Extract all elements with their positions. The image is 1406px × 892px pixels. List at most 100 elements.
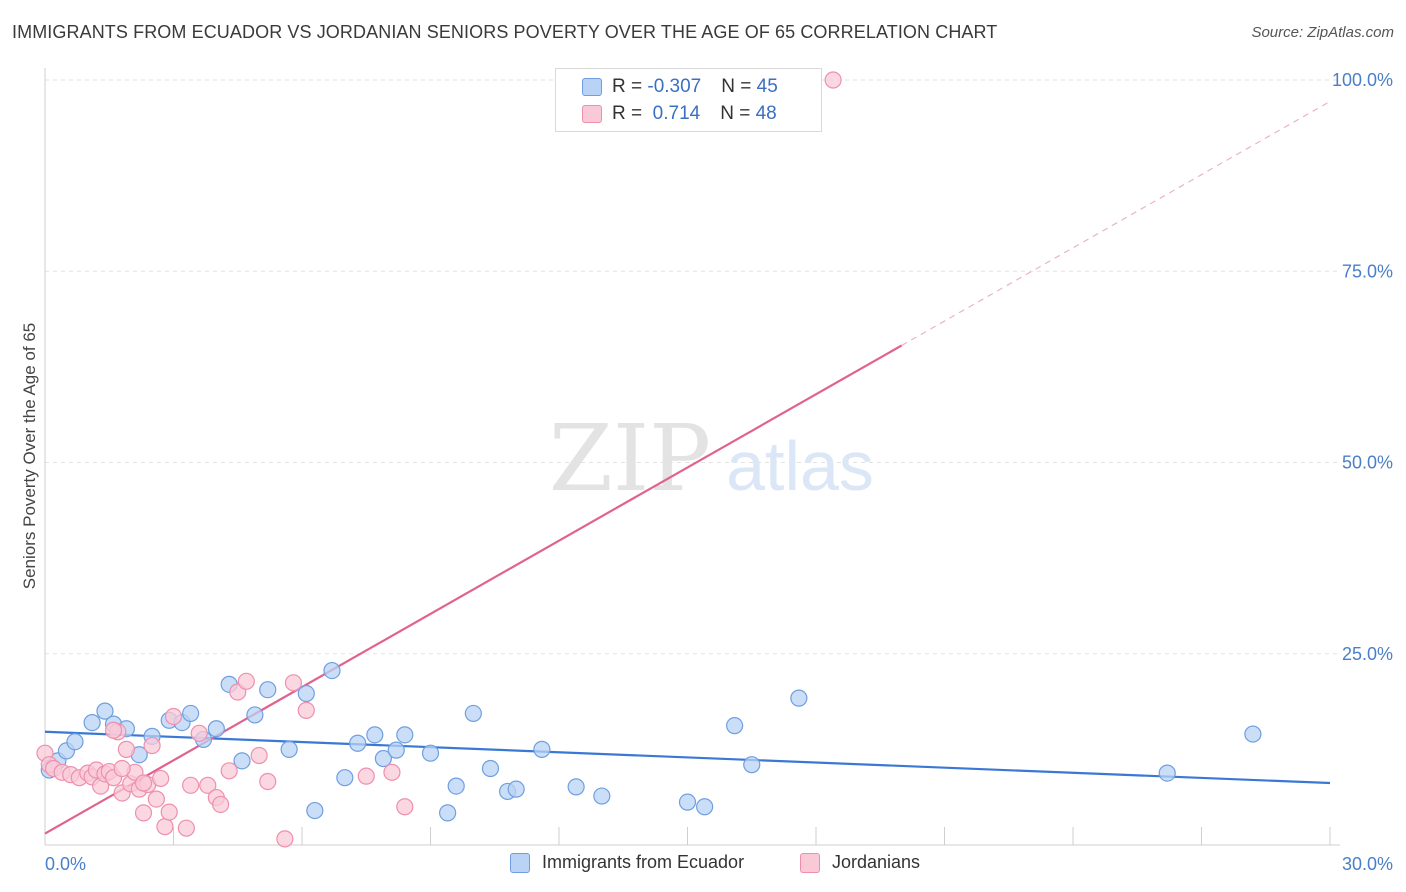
watermark: ZIP atlas bbox=[549, 405, 874, 512]
point-jordanians bbox=[164, 707, 183, 726]
r-label: R = bbox=[612, 76, 648, 97]
point-ecuador bbox=[259, 681, 277, 699]
point-jordanians bbox=[143, 736, 161, 755]
point-ecuador bbox=[96, 702, 114, 720]
watermark-atlas: atlas bbox=[726, 427, 874, 505]
point-ecuador bbox=[323, 661, 341, 680]
point-jordanians bbox=[276, 830, 294, 848]
point-ecuador bbox=[207, 720, 225, 738]
legend-item-jordanians[interactable]: Jordanians bbox=[800, 852, 920, 873]
point-jordanians bbox=[383, 763, 401, 781]
point-jordanians bbox=[237, 672, 255, 690]
point-jordanians bbox=[250, 746, 268, 765]
series-legend: Immigrants from Ecuador Jordanians bbox=[0, 852, 1406, 878]
point-ecuador bbox=[349, 734, 367, 752]
y-tick-label: 100.0% bbox=[1332, 70, 1393, 90]
point-ecuador bbox=[481, 759, 500, 778]
y-axis-title: Seniors Poverty Over the Age of 65 bbox=[20, 323, 39, 589]
point-ecuador bbox=[1158, 764, 1176, 782]
n-label: N = bbox=[721, 76, 757, 97]
x-tick-label: 0.0% bbox=[45, 854, 86, 874]
point-ecuador bbox=[366, 726, 384, 744]
legend-swatch-ecuador bbox=[510, 852, 530, 873]
point-ecuador bbox=[421, 744, 440, 762]
source-credit: Source: ZipAtlas.com bbox=[1251, 24, 1394, 41]
legend-row-jordanians: R = 0.714 N = 48 bbox=[582, 102, 777, 126]
point-jordanians bbox=[297, 701, 315, 719]
legend-label-ecuador: Immigrants from Ecuador bbox=[542, 852, 745, 872]
point-jordanians bbox=[190, 724, 208, 742]
point-jordanians bbox=[152, 769, 170, 788]
r-label: R = bbox=[612, 103, 648, 124]
legend-label-jordanians: Jordanians bbox=[832, 852, 921, 872]
point-jordanians bbox=[117, 740, 135, 758]
point-jordanians bbox=[396, 798, 414, 816]
point-jordanians bbox=[199, 776, 217, 794]
axes bbox=[44, 68, 1340, 846]
point-ecuador bbox=[233, 752, 251, 770]
point-ecuador bbox=[246, 706, 264, 724]
point-jordanians bbox=[156, 818, 174, 836]
point-ecuador bbox=[678, 793, 697, 811]
point-jordanians bbox=[212, 795, 230, 814]
point-jordanians bbox=[220, 762, 238, 780]
trend-line-jordanians bbox=[44, 344, 903, 835]
point-ecuador bbox=[726, 717, 744, 735]
point-ecuador bbox=[696, 798, 714, 816]
x-tick-label: 30.0% bbox=[1342, 854, 1393, 874]
point-ecuador bbox=[66, 733, 84, 751]
trend-lines bbox=[44, 100, 1331, 835]
legend-swatch-ecuador bbox=[582, 78, 602, 96]
point-ecuador bbox=[533, 740, 551, 758]
point-ecuador bbox=[743, 756, 761, 774]
watermark-zip: ZIP bbox=[549, 405, 711, 512]
point-ecuador bbox=[374, 749, 392, 768]
y-tick-label: 75.0% bbox=[1342, 261, 1393, 281]
point-jordanians bbox=[284, 674, 303, 692]
point-ecuador bbox=[447, 777, 465, 795]
tick-labels: 25.0% 50.0% 75.0% 100.0% 0.0% 30.0% bbox=[45, 70, 1393, 874]
legend-item-ecuador[interactable]: Immigrants from Ecuador bbox=[510, 852, 744, 873]
gridlines bbox=[45, 79, 1340, 655]
legend-swatch-jordanians bbox=[800, 852, 820, 873]
trend-extension-jordanians bbox=[901, 100, 1331, 346]
point-ecuador bbox=[1244, 725, 1262, 743]
point-jordanians bbox=[113, 759, 131, 778]
point-jordanians bbox=[824, 71, 842, 89]
point-ecuador bbox=[507, 780, 525, 798]
data-points bbox=[36, 71, 1262, 848]
point-ecuador bbox=[593, 787, 611, 805]
stats-legend: R = -0.307 N = 45 R = 0.714 N = 48 bbox=[555, 68, 822, 132]
point-jordanians bbox=[134, 774, 153, 792]
r-value: 0.714 bbox=[647, 103, 701, 124]
point-ecuador bbox=[439, 804, 457, 822]
point-ecuador bbox=[567, 778, 585, 796]
point-jordanians bbox=[182, 776, 200, 794]
point-ecuador bbox=[83, 713, 101, 732]
n-value: 45 bbox=[756, 76, 778, 97]
n-label: N = bbox=[720, 103, 756, 124]
y-tick-label: 50.0% bbox=[1342, 453, 1393, 473]
point-jordanians bbox=[177, 819, 195, 837]
chart-title: IMMIGRANTS FROM ECUADOR VS JORDANIAN SEN… bbox=[12, 22, 998, 42]
trend-line-ecuador bbox=[44, 730, 1331, 785]
point-jordanians bbox=[259, 772, 277, 791]
point-jordanians bbox=[134, 804, 153, 822]
point-ecuador bbox=[396, 726, 414, 744]
point-jordanians bbox=[160, 803, 178, 821]
y-tick-label: 25.0% bbox=[1342, 644, 1393, 664]
legend-row-ecuador: R = -0.307 N = 45 bbox=[582, 75, 778, 99]
point-ecuador bbox=[790, 689, 808, 707]
point-jordanians bbox=[357, 767, 375, 785]
point-ecuador bbox=[182, 704, 200, 723]
point-ecuador bbox=[306, 801, 324, 820]
point-ecuador bbox=[387, 741, 405, 759]
point-ecuador bbox=[464, 704, 482, 723]
point-ecuador bbox=[297, 684, 315, 703]
n-value: 48 bbox=[755, 103, 777, 124]
point-ecuador bbox=[336, 769, 354, 787]
point-ecuador bbox=[280, 740, 298, 758]
point-jordanians bbox=[104, 721, 123, 739]
point-jordanians bbox=[147, 790, 165, 808]
